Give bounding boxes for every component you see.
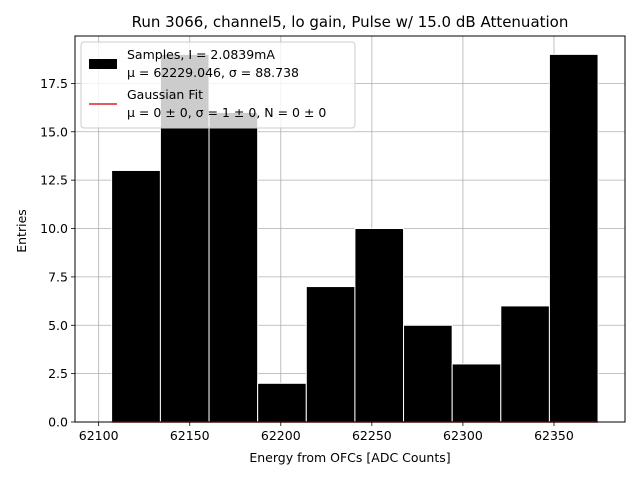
axis-ticks: 62100 62150 62200 62250 62300 62350 0.0 2.5 5.0 7… xyxy=(40,76,574,443)
y-tick-label: 5.0 xyxy=(48,318,68,333)
y-tick-label: 2.5 xyxy=(48,366,68,381)
legend-samples-swatch xyxy=(89,59,117,69)
legend-samples-label: Samples, I = 2.0839mA xyxy=(127,47,275,62)
histogram-bar xyxy=(451,363,502,423)
x-tick-label: 62250 xyxy=(352,428,392,443)
histogram-bar xyxy=(111,169,161,423)
chart-title: Run 3066, channel5, lo gain, Pulse w/ 15… xyxy=(132,13,569,31)
y-tick-label: 0.0 xyxy=(48,415,68,430)
histogram-bar xyxy=(548,53,599,423)
y-tick-label: 7.5 xyxy=(48,269,68,284)
histogram-bar xyxy=(403,324,453,423)
x-axis-label: Energy from OFCs [ADC Counts] xyxy=(249,450,450,465)
axes-frame xyxy=(74,35,626,423)
legend-box xyxy=(80,41,356,129)
y-tick-label: 10.0 xyxy=(40,221,68,236)
y-tick-label: 17.5 xyxy=(40,76,68,91)
legend-fit-label: Gaussian Fit xyxy=(127,87,203,102)
x-tick-label: 62300 xyxy=(443,428,483,443)
histogram-bars xyxy=(111,53,599,423)
histogram-bar xyxy=(208,111,259,423)
legend-fit-stats: μ = 0 ± 0, σ = 1 ± 0, N = 0 ± 0 xyxy=(127,105,326,120)
x-tick-label: 62150 xyxy=(170,428,210,443)
x-tick-label: 62100 xyxy=(79,428,119,443)
histogram-bar xyxy=(257,382,307,423)
histogram-bar xyxy=(500,305,550,423)
x-tick-label: 62200 xyxy=(261,428,301,443)
histogram-bar xyxy=(354,228,405,423)
y-tick-label: 15.0 xyxy=(40,124,68,139)
histogram-bar xyxy=(305,286,356,423)
legend: Samples, I = 2.0839mA μ = 62229.046, σ =… xyxy=(80,41,356,129)
legend-samples-stats: μ = 62229.046, σ = 88.738 xyxy=(127,65,299,80)
y-axis-label: Entries xyxy=(14,209,29,253)
x-tick-label: 62350 xyxy=(534,428,574,443)
y-tick-label: 12.5 xyxy=(40,173,68,188)
